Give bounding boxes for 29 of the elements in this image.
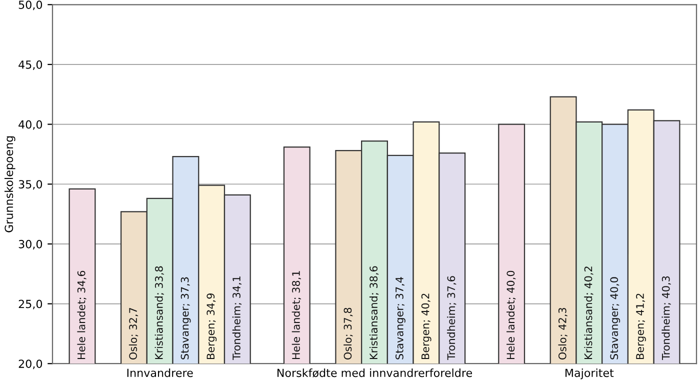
data-label: Hele landet; 40,0: [506, 270, 516, 359]
data-label: Kristiansand; 38,6: [369, 266, 379, 359]
y-tick-label: 40,0: [18, 120, 42, 130]
data-label: Hele landet; 38,1: [292, 271, 301, 359]
data-label: Kristiansand; 40,2: [584, 266, 594, 359]
x-tick-label: Majoritet: [566, 368, 614, 380]
data-label: Trondheim; 37,6: [447, 276, 456, 360]
data-label: Trondheim; 34,1: [232, 276, 242, 360]
y-tick-label: 35,0: [18, 180, 42, 190]
data-label: Stavanger; 37,4: [396, 277, 406, 360]
data-label: Trondheim; 40,3: [662, 276, 671, 360]
data-label: Kristiansand; 33,8: [154, 266, 164, 359]
y-tick-label: 30,0: [18, 240, 42, 250]
y-tick-label: 45,0: [18, 60, 42, 70]
data-label: Stavanger; 40,0: [610, 277, 620, 360]
y-axis-title: Grunnskolepoeng: [4, 136, 16, 232]
data-label: Oslo; 42,3: [558, 308, 568, 360]
data-label: Oslo; 37,8: [344, 308, 353, 360]
y-tick-label: 20,0: [18, 360, 42, 370]
data-label: Bergen; 34,9: [206, 293, 217, 359]
x-tick-label: Innvandrere: [127, 368, 193, 378]
y-tick-label: 25,0: [18, 300, 42, 310]
data-label: Hele landet; 34,6: [77, 270, 86, 359]
data-label: Stavanger; 37,3: [180, 277, 191, 360]
y-tick-label: 50,0: [18, 0, 42, 10]
data-label: Oslo; 32,7: [128, 308, 138, 360]
x-tick-label: Norskfødte med innvandrerforeldre: [278, 368, 472, 378]
data-label: Bergen; 41,2: [636, 294, 646, 359]
data-label: Bergen; 40,2: [421, 294, 432, 359]
